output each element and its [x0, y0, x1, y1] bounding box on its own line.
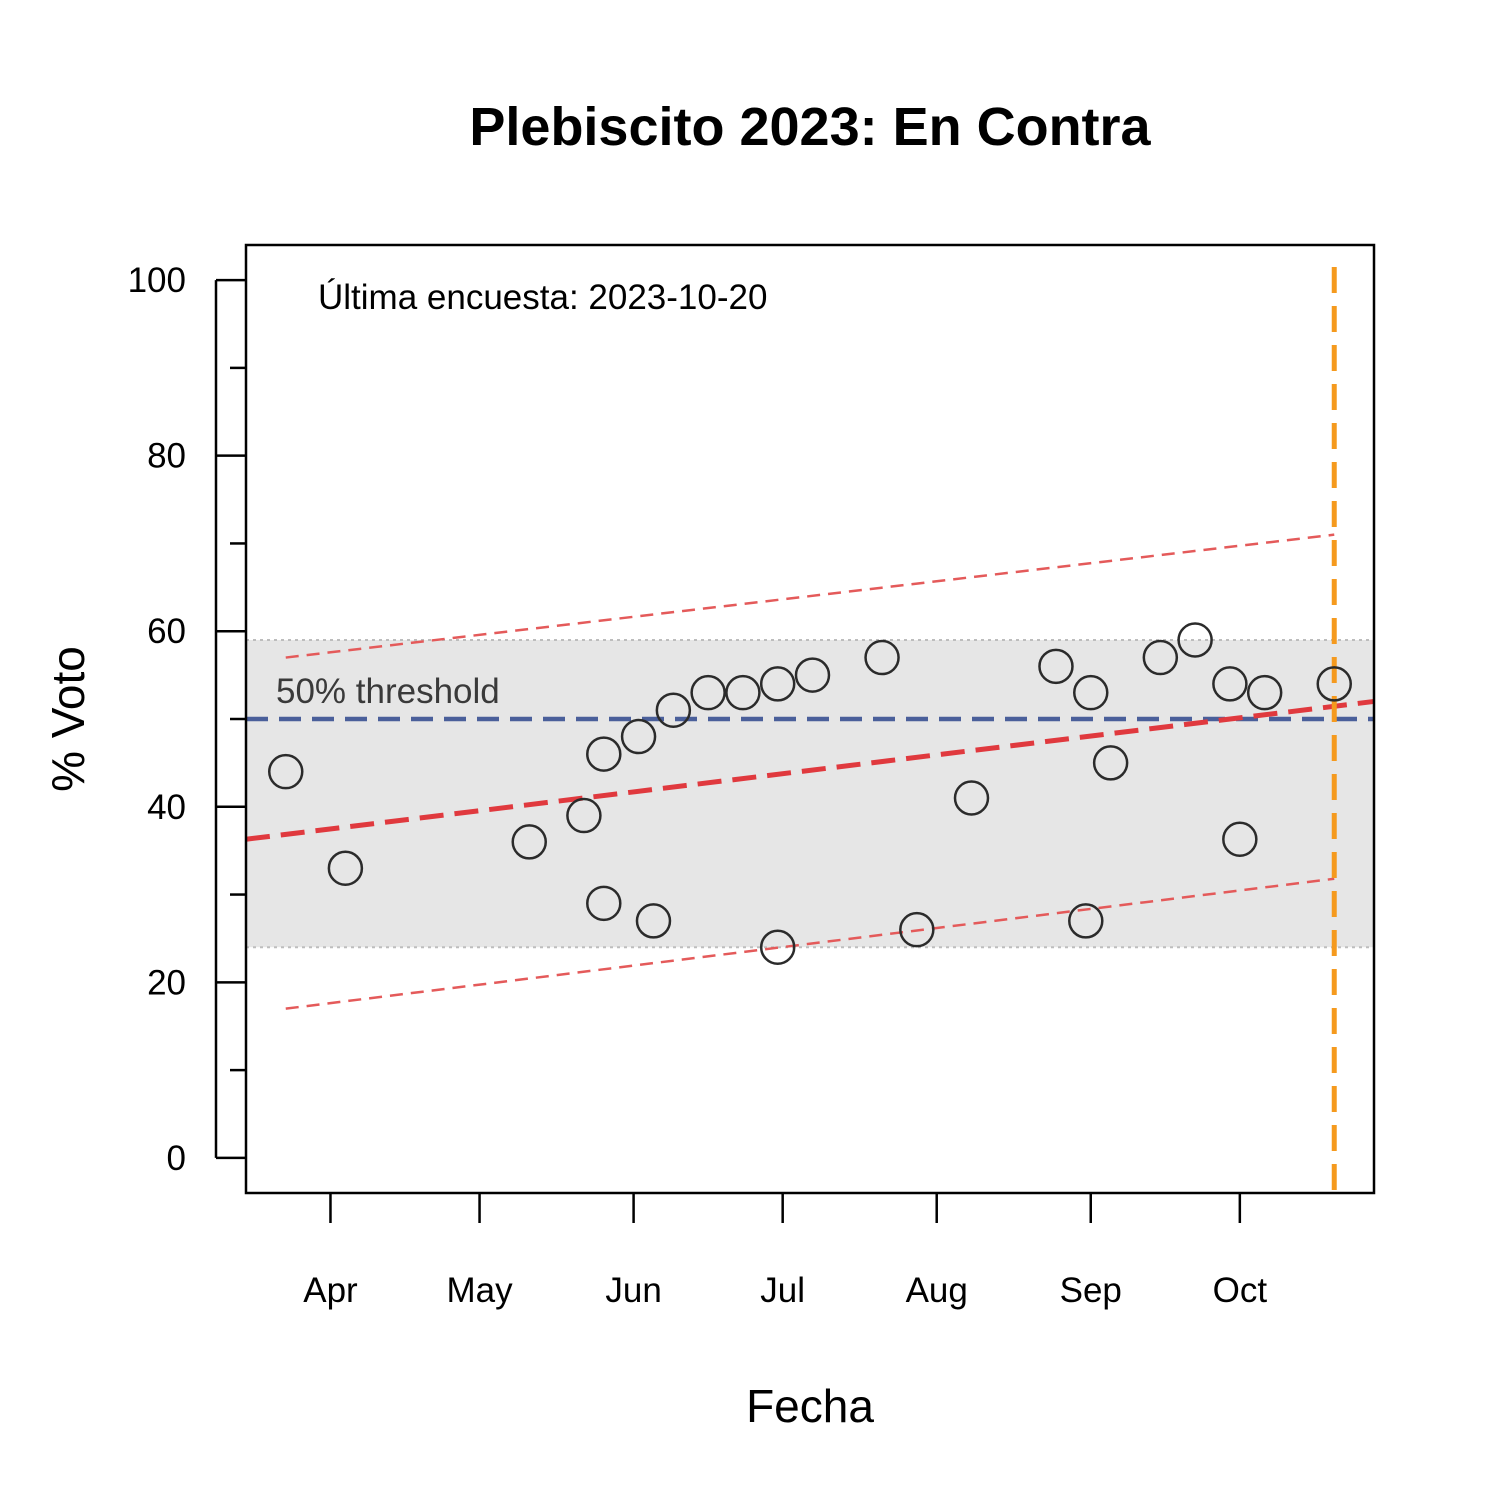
poll-point [864, 639, 900, 676]
poll-point [899, 911, 935, 948]
y-axis-title: % Voto [42, 646, 94, 792]
x-tick-label: Aug [906, 1271, 968, 1310]
poll-point [586, 736, 622, 772]
bounds-layer [285, 533, 1335, 1010]
annotation-last-poll: Última encuesta: 2023-10-20 [318, 278, 767, 317]
y-tick-label: 0 [167, 1139, 186, 1178]
poll-point [725, 674, 761, 711]
x-tick-label: Sep [1060, 1271, 1122, 1310]
poll-point [1092, 745, 1129, 781]
chart-title: Plebiscito 2023: En Contra [469, 97, 1151, 157]
poll-point [635, 903, 672, 939]
poll-point [1246, 674, 1283, 711]
trend-layer [245, 698, 1375, 842]
poll-point [586, 885, 622, 922]
bound-lower-line [285, 877, 1335, 1010]
poll-point [1073, 674, 1109, 711]
y-tick-label: 100 [128, 261, 186, 300]
x-tick-label: Jul [760, 1271, 805, 1310]
x-axis-title: Fecha [746, 1380, 874, 1432]
x-tick-label: Apr [303, 1271, 358, 1310]
y-tick-label: 80 [147, 437, 186, 476]
y-tick-label: 60 [147, 612, 186, 651]
poll-point [1222, 821, 1258, 858]
poll-point [953, 780, 990, 816]
y-tick-label: 20 [147, 963, 186, 1002]
y-axis: 0 20 40 60 80 100 [128, 261, 246, 1178]
poll-point [759, 666, 796, 702]
poll-point [1142, 639, 1179, 676]
x-axis: Apr May Jun Jul Aug Sep Oct [303, 1193, 1267, 1310]
bound-upper-line [285, 533, 1335, 659]
threshold-label: 50% threshold [276, 672, 500, 711]
poll-point [1068, 903, 1104, 939]
x-tick-label: May [446, 1271, 513, 1310]
poll-point [566, 797, 602, 834]
poll-point [759, 929, 796, 965]
y-tick-label: 40 [147, 788, 186, 827]
poll-point [655, 692, 692, 728]
poll-point [1212, 666, 1248, 702]
points-layer [268, 622, 1352, 965]
x-tick-label: Jun [605, 1271, 661, 1310]
poll-point [268, 753, 304, 790]
trend-line [245, 698, 1375, 842]
poll-point [1038, 648, 1074, 685]
x-tick-label: Oct [1213, 1271, 1268, 1310]
poll-point [620, 718, 657, 755]
poll-point [327, 850, 364, 886]
poll-point [511, 824, 547, 860]
poll-point [690, 674, 726, 711]
poll-point [794, 657, 831, 693]
poll-point [1177, 622, 1213, 658]
poll-point [1316, 666, 1352, 702]
